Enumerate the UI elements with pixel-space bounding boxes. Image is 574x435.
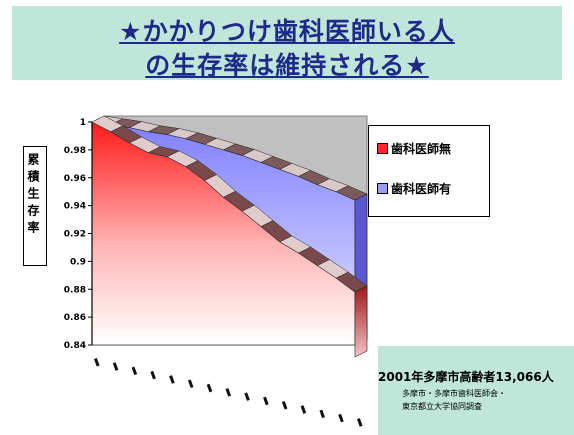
y-tick-label: 0.84 (64, 341, 86, 351)
series-no-dentist-side (354, 285, 368, 358)
y-tick-label: 0.88 (64, 285, 86, 295)
x-tick-mark (112, 362, 119, 371)
x-tick-mark (169, 375, 175, 384)
x-tick-mark (338, 413, 344, 423)
y-axis: 1 0.98 0.96 0.94 0.92 0.9 0.88 0.86 0.84 (64, 118, 93, 351)
x-tick-mark (206, 383, 213, 393)
x-tick-mark (281, 400, 288, 410)
y-tick-label: 0.92 (64, 230, 86, 240)
x-tick-mark (187, 379, 194, 389)
series-no-dentist-area (91, 115, 368, 358)
y-axis-label-box: 累積生存率 (23, 146, 47, 266)
x-tick-mark (263, 396, 269, 406)
y-tick-label: 0.9 (70, 257, 86, 267)
legend-label-has-dentist: 歯科医師有 (391, 182, 452, 196)
x-tick-mark (357, 418, 363, 427)
y-axis-label: 累積生存率 (26, 153, 40, 238)
y-tick-label: 1 (80, 118, 86, 128)
chart-title-line-1: ★かかりつけ歯科医師いる人 (119, 17, 455, 46)
y-tick-label: 0.94 (64, 202, 86, 212)
note-line-3: 東京都立大学協同調査 (402, 402, 482, 411)
legend-swatch-has-dentist (377, 183, 388, 194)
title-banner: ★かかりつけ歯科医師いる人 の生存率は維持される★ (12, 6, 562, 80)
x-tick-mark (131, 366, 138, 376)
x-tick-mark (93, 357, 100, 367)
y-tick-label: 0.86 (64, 313, 86, 323)
x-tick-mark (150, 370, 156, 380)
legend-label-no-dentist: 歯科医師無 (391, 142, 452, 156)
x-tick-mark (225, 388, 232, 397)
y-tick-label: 0.98 (64, 146, 86, 156)
x-tick-mark (319, 409, 325, 419)
source-note: 2001年多摩市高齢者13,066人 多摩市・多摩市歯科医師会・ 東京都立大学協… (378, 346, 574, 435)
y-tick-label: 0.96 (64, 174, 86, 184)
legend-swatch-no-dentist (377, 143, 388, 154)
x-tick-mark (244, 392, 250, 401)
x-tick-mark (300, 405, 307, 414)
x-axis-ticks (93, 357, 363, 427)
note-line-2: 多摩市・多摩市歯科医師会・ (402, 389, 506, 398)
legend: 歯科医師無 歯科医師有 (368, 125, 490, 217)
chart-title-line-2: の生存率は維持される★ (145, 51, 429, 80)
note-line-1: 2001年多摩市高齢者13,066人 (378, 370, 554, 384)
